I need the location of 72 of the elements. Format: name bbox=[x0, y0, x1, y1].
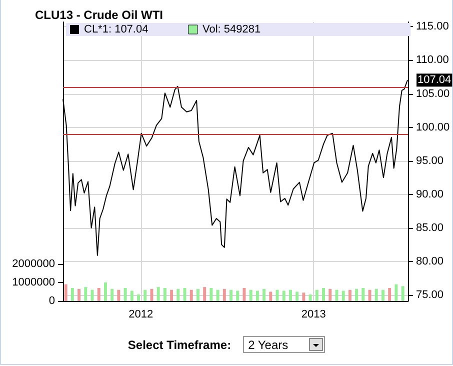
bar bbox=[90, 290, 94, 301]
bar bbox=[70, 288, 74, 301]
bar bbox=[249, 290, 252, 301]
y2-tick-label: 115.00 bbox=[416, 20, 449, 33]
legend-label: Vol: 549281 bbox=[202, 24, 261, 36]
bar bbox=[144, 290, 147, 301]
y2-tick-label: 90.00 bbox=[416, 188, 444, 200]
bar bbox=[156, 287, 160, 301]
bar bbox=[388, 288, 392, 301]
chart-title: CLU13 - Crude Oil WTI bbox=[35, 8, 164, 22]
bar bbox=[230, 290, 233, 301]
x-tick-label: 2012 bbox=[128, 308, 154, 320]
bar bbox=[374, 288, 378, 301]
bar bbox=[262, 288, 266, 301]
bar bbox=[315, 290, 318, 301]
bar bbox=[256, 290, 259, 301]
bar bbox=[216, 290, 220, 301]
bar bbox=[183, 288, 186, 301]
bar bbox=[170, 290, 174, 301]
bar bbox=[355, 288, 358, 301]
bar bbox=[104, 282, 107, 301]
bar bbox=[302, 292, 306, 301]
bar bbox=[124, 288, 127, 301]
y2-tick-label: 110.00 bbox=[416, 54, 449, 66]
bar bbox=[78, 288, 81, 301]
bar bbox=[210, 288, 213, 301]
bar bbox=[288, 290, 292, 301]
bar bbox=[64, 284, 68, 301]
x-tick-label: 2013 bbox=[301, 308, 326, 320]
bar bbox=[242, 288, 246, 301]
bar bbox=[348, 290, 352, 301]
y2-tick-label: 95.00 bbox=[416, 154, 444, 167]
bar bbox=[362, 288, 365, 301]
bar bbox=[328, 288, 332, 301]
bar bbox=[276, 290, 279, 301]
bar bbox=[322, 288, 326, 301]
bar bbox=[236, 290, 240, 301]
y2-tick-label: 80.00 bbox=[416, 255, 444, 268]
bar bbox=[269, 292, 272, 301]
bar bbox=[176, 288, 180, 301]
bar bbox=[222, 288, 226, 301]
bar bbox=[190, 290, 193, 301]
y-tick-label: 1000000 bbox=[12, 276, 55, 288]
bar bbox=[296, 292, 299, 301]
text: Select Timeframe: bbox=[128, 338, 232, 352]
y-tick-label: 0 bbox=[48, 295, 55, 307]
y-tick-label: 2000000 bbox=[12, 258, 55, 270]
bar bbox=[163, 288, 166, 301]
bar bbox=[130, 290, 134, 301]
bar bbox=[150, 288, 154, 301]
bar bbox=[117, 290, 120, 301]
y2-tick-label: 100.00 bbox=[416, 121, 450, 134]
bar bbox=[308, 294, 312, 301]
y2-tick-label: 105.00 bbox=[416, 88, 450, 100]
legend-label: CL*1: 107.04 bbox=[84, 24, 148, 36]
bar bbox=[381, 290, 384, 301]
text: 2 Years bbox=[248, 338, 288, 352]
bar bbox=[342, 290, 345, 301]
y2-tick-label: 85.00 bbox=[416, 222, 444, 234]
bar bbox=[368, 290, 372, 301]
bar bbox=[335, 290, 338, 301]
y2-tick-label: 75.00 bbox=[416, 288, 444, 301]
bar bbox=[137, 294, 140, 301]
bar bbox=[394, 284, 398, 301]
bar bbox=[97, 288, 100, 301]
bar bbox=[203, 287, 206, 301]
bar bbox=[282, 290, 286, 301]
bar bbox=[196, 288, 200, 301]
bar bbox=[84, 287, 88, 301]
bar bbox=[110, 288, 114, 301]
data-label: 107.04 bbox=[418, 74, 452, 86]
bar bbox=[401, 286, 404, 301]
